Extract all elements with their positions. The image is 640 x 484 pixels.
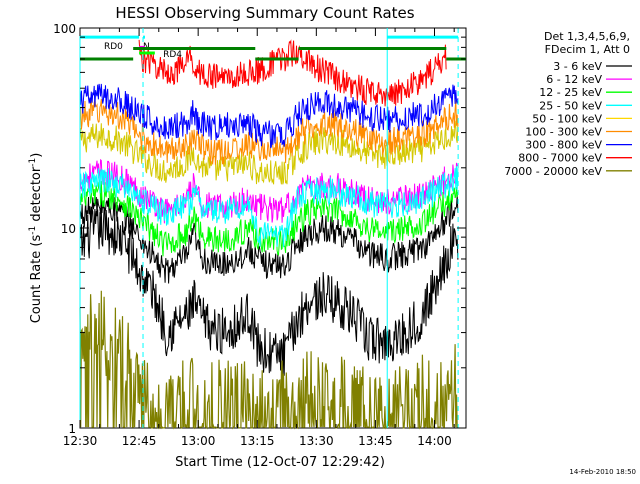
legend-header-2: FDecim 1, Att 0 bbox=[545, 43, 630, 56]
y-tick-label-2: 100 bbox=[53, 22, 76, 36]
legend-header-1: Det 1,3,4,5,6,9, bbox=[544, 30, 630, 43]
x-tick-label-2: 12:45 bbox=[122, 434, 157, 448]
y-axis-label-sup2: -1 bbox=[28, 158, 38, 167]
legend-label-3-6-kev: 3 - 6 keV bbox=[553, 60, 602, 73]
y-axis-label-main: Count Rate (s bbox=[29, 235, 44, 324]
legend-label-50-100-kev: 50 - 100 keV bbox=[532, 112, 602, 125]
x-axis-label: Start Time (12-Oct-07 12:29:42) bbox=[175, 455, 385, 470]
y-tick-label-1: 10 bbox=[61, 222, 76, 236]
legend-label-100-300-kev: 100 - 300 keV bbox=[525, 126, 602, 139]
legend-label-6-12-kev: 6 - 12 keV bbox=[546, 73, 602, 86]
series-50-100-kev bbox=[79, 165, 459, 248]
flag-label-rd4: RD4 bbox=[163, 50, 182, 60]
legend-label-12-25-kev: 12 - 25 keV bbox=[539, 86, 602, 99]
x-tick-label-6: 13:45 bbox=[358, 434, 393, 448]
x-tick-label-4: 13:15 bbox=[240, 434, 275, 448]
chart-title: HESSI Observing Summary Count Rates bbox=[115, 4, 414, 22]
series-layer bbox=[79, 39, 459, 430]
series-800-7000-kev bbox=[79, 83, 459, 149]
axes-layer: 12:30 12:45 13:00 13:15 13:30 13:45 14:00 10 100… bbox=[53, 22, 466, 448]
legend-label-300-800-kev: 300 - 800 keV bbox=[525, 139, 602, 152]
legend-label-7000-20000-kev: 7000 - 20000 keV bbox=[504, 165, 602, 178]
legend-label-25-50-kev: 25 - 50 keV bbox=[539, 99, 602, 112]
flag-label-rd0: RD0 bbox=[104, 42, 123, 52]
legend: Det 1,3,4,5,6,9, FDecim 1, Att 0 3 - 6 k… bbox=[504, 30, 632, 178]
x-tick-label-7: 14:00 bbox=[417, 434, 452, 448]
footer-date: 14-Feb-2010 18:50 bbox=[569, 468, 636, 476]
y-axis-label-mid: detector bbox=[29, 166, 44, 226]
flags-layer: RD0NRD4 bbox=[79, 28, 466, 428]
legend-label-800-7000-kev: 800 - 7000 keV bbox=[518, 152, 602, 165]
x-tick-label-5: 13:30 bbox=[299, 434, 334, 448]
y-axis-label-end: ) bbox=[29, 153, 44, 158]
y-axis-label: Count Rate (s-1 detector-1) bbox=[28, 153, 44, 324]
x-tick-label-1: 12:30 bbox=[63, 434, 98, 448]
y-tick-label-3: 1 bbox=[68, 422, 76, 436]
x-tick-label-3: 13:00 bbox=[181, 434, 216, 448]
y-axis-label-sup1: -1 bbox=[28, 226, 38, 235]
